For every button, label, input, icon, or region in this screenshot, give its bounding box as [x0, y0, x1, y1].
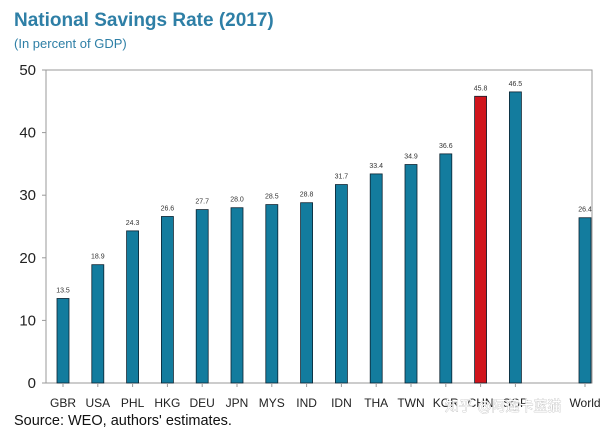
- y-tick-label: 50: [19, 62, 36, 79]
- value-label-idn: 31.7: [335, 174, 349, 181]
- bar-mys: [265, 204, 279, 384]
- bar-twn: [404, 164, 418, 384]
- bar-sgp: [508, 91, 522, 384]
- y-tick-label: 30: [19, 187, 36, 204]
- plot-border: [45, 69, 593, 384]
- y-tick-label: 20: [19, 250, 36, 267]
- bar-phl: [126, 230, 139, 384]
- source-note: Source: WEO, authors' estimates.: [14, 413, 232, 429]
- value-label-gbr: 13.5: [56, 287, 70, 294]
- bar-ind: [300, 202, 314, 384]
- value-label-kor: 36.6: [439, 143, 453, 150]
- value-label-tha: 33.4: [369, 163, 383, 170]
- category-label-gbr: GBR: [50, 396, 76, 410]
- watermark: 知乎 @阿莲卡蓝猫: [445, 398, 561, 415]
- bars-group: [56, 91, 592, 384]
- value-label-deu: 27.7: [195, 199, 209, 206]
- bar-hkg: [160, 216, 174, 384]
- value-labels-group: 13.5 18.9 24.3 26.6 27.7 28.0 28.5 28.8 31.7 33.4…: [56, 81, 592, 295]
- bar-jpn: [230, 207, 244, 384]
- bar-world: [578, 217, 592, 384]
- bar-deu: [195, 209, 209, 384]
- category-label-jpn: JPN: [226, 396, 249, 410]
- value-label-jpn: 28.0: [230, 197, 244, 204]
- value-label-sgp: 46.5: [509, 81, 523, 88]
- bar-chn: [474, 95, 488, 384]
- category-label-phl: PHL: [121, 396, 145, 410]
- bar-gbr: [56, 298, 70, 384]
- category-label-idn: IDN: [331, 396, 352, 410]
- y-tick-label: 0: [28, 375, 36, 392]
- category-label-ind: IND: [296, 396, 317, 410]
- value-label-twn: 34.9: [404, 154, 418, 161]
- category-label-tha: THA: [364, 396, 388, 410]
- bar-tha: [369, 173, 383, 384]
- chart-subtitle: (In percent of GDP): [14, 36, 127, 51]
- value-label-ind: 28.8: [300, 192, 314, 199]
- value-label-chn: 45.8: [474, 85, 488, 92]
- value-label-world: 26.4: [578, 207, 592, 214]
- bar-usa: [91, 264, 105, 384]
- category-label-twn: TWN: [397, 396, 424, 410]
- chart-title: National Savings Rate (2017): [14, 10, 274, 31]
- value-label-usa: 18.9: [91, 254, 105, 261]
- category-label-kor: KOR: [433, 396, 459, 410]
- category-label-hkg: HKG: [154, 396, 180, 410]
- category-label-sgp: SGP: [503, 396, 528, 410]
- category-label-deu: DEU: [190, 396, 215, 410]
- value-label-hkg: 26.6: [161, 205, 175, 212]
- category-label-mys: MYS: [259, 396, 285, 410]
- y-tick-label: 10: [19, 312, 36, 329]
- category-label-chn: CHN: [468, 396, 494, 410]
- bar-idn: [334, 184, 348, 384]
- x-axis: GBR USA PHL HKG DEU JPN MYS IND IDN THA TWN KOR CHN S…: [50, 383, 601, 410]
- plot-frame: [45, 69, 593, 384]
- bar-kor: [439, 153, 453, 384]
- category-label-world: World: [569, 396, 600, 410]
- y-tick-label: 40: [19, 125, 36, 142]
- value-label-mys: 28.5: [265, 194, 279, 201]
- y-axis: 0 10 20 30 40 50: [19, 62, 46, 392]
- value-label-phl: 24.3: [126, 220, 140, 227]
- category-label-usa: USA: [85, 396, 110, 410]
